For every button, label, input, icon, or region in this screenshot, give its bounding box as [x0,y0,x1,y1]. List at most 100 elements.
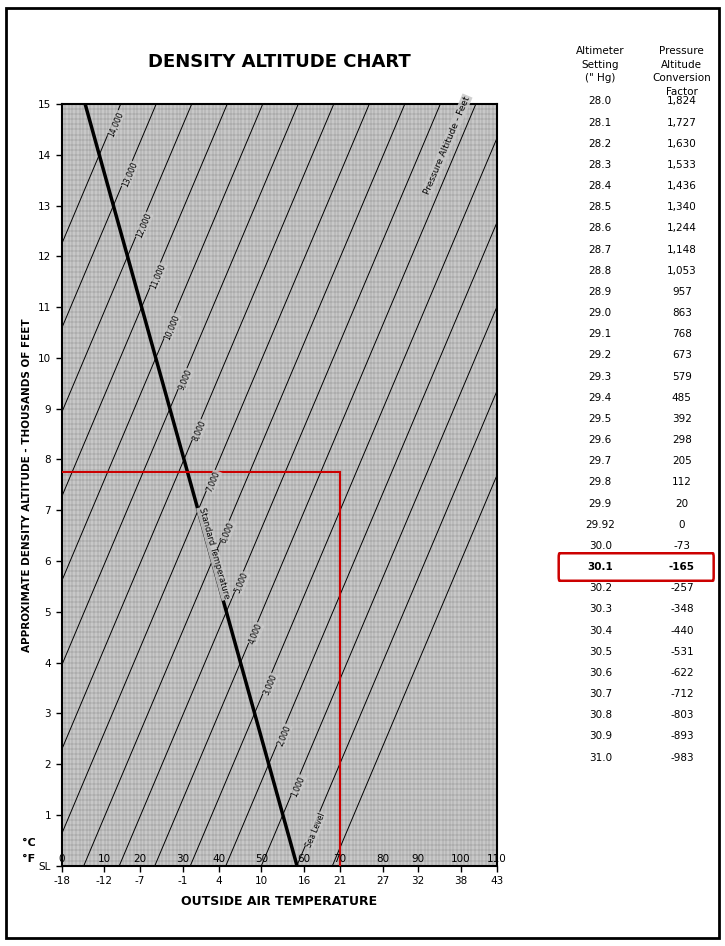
Text: 28.8: 28.8 [589,266,612,275]
Text: 957: 957 [672,287,692,297]
Text: 9,000: 9,000 [177,368,194,392]
Text: 29.0: 29.0 [589,308,612,318]
Text: 20: 20 [133,854,146,864]
Text: 110: 110 [486,854,507,864]
Text: 28.1: 28.1 [589,117,612,128]
Text: 31.0: 31.0 [589,752,612,762]
Text: 80: 80 [376,854,389,864]
Text: 29.5: 29.5 [589,413,612,424]
Text: 29.2: 29.2 [589,350,612,360]
Text: Conversion: Conversion [652,74,711,83]
Text: 2,000: 2,000 [276,724,293,747]
Text: (" Hg): (" Hg) [585,74,616,83]
Text: 30.7: 30.7 [589,689,612,699]
Text: 30.8: 30.8 [589,710,612,720]
Text: 60: 60 [297,854,310,864]
Text: 30.5: 30.5 [589,647,612,657]
Text: Altimeter: Altimeter [576,46,625,57]
Text: 28.5: 28.5 [589,202,612,212]
Text: 3,000: 3,000 [262,673,278,696]
Text: -531: -531 [670,647,694,657]
Text: 0: 0 [59,854,65,864]
Text: 70: 70 [334,854,347,864]
Text: -712: -712 [670,689,694,699]
Text: 20: 20 [675,499,689,509]
Text: 579: 579 [672,372,692,381]
Text: OUTSIDE AIR TEMPERATURE: OUTSIDE AIR TEMPERATURE [181,895,377,908]
Text: 11,000: 11,000 [149,262,167,290]
Text: 6,000: 6,000 [220,520,236,544]
Text: 29.3: 29.3 [589,372,612,381]
Text: 28.6: 28.6 [589,223,612,234]
Text: -257: -257 [670,583,694,593]
Text: 29.7: 29.7 [589,456,612,466]
Text: -893: -893 [670,731,694,742]
Text: 90: 90 [412,854,425,864]
Text: 29.1: 29.1 [589,329,612,340]
Text: Sea Level: Sea Level [304,812,326,849]
Text: 673: 673 [672,350,692,360]
Text: 4,000: 4,000 [248,622,265,645]
Text: 1,533: 1,533 [667,160,697,170]
Text: -622: -622 [670,668,694,678]
Text: 205: 205 [672,456,692,466]
Text: 0: 0 [679,519,685,530]
Text: 30.6: 30.6 [589,668,612,678]
Text: 1,340: 1,340 [667,202,697,212]
Text: 30.1: 30.1 [587,562,613,572]
Text: 10,000: 10,000 [163,313,181,341]
Text: Setting: Setting [581,60,619,70]
Text: -983: -983 [670,752,694,762]
Text: 298: 298 [672,435,692,445]
Text: 112: 112 [672,478,692,487]
Text: 768: 768 [672,329,692,340]
Text: 1,244: 1,244 [667,223,697,234]
Text: 30.0: 30.0 [589,541,612,551]
Text: 28.3: 28.3 [589,160,612,170]
Text: DENSITY ALTITUDE CHART: DENSITY ALTITUDE CHART [148,53,410,71]
Text: 30.4: 30.4 [589,625,612,636]
Text: 50: 50 [254,854,268,864]
Text: 30.3: 30.3 [589,604,612,614]
Text: 12,000: 12,000 [135,212,153,239]
Text: Pressure Altitude - Feet: Pressure Altitude - Feet [422,95,471,196]
Text: 863: 863 [672,308,692,318]
Text: 5,000: 5,000 [233,571,250,595]
Text: 30: 30 [176,854,189,864]
Text: 29.92: 29.92 [585,519,616,530]
Text: Pressure: Pressure [660,46,704,57]
Text: 28.9: 28.9 [589,287,612,297]
Text: -348: -348 [670,604,694,614]
Text: 1,436: 1,436 [667,181,697,191]
Text: 29.4: 29.4 [589,393,612,403]
Text: 28.2: 28.2 [589,139,612,149]
Text: °C: °C [22,838,36,848]
Text: 8,000: 8,000 [191,419,208,443]
Text: 28.0: 28.0 [589,96,612,106]
Text: 392: 392 [672,413,692,424]
Text: 100: 100 [451,854,471,864]
Text: -803: -803 [670,710,694,720]
Text: 28.7: 28.7 [589,244,612,254]
Text: 485: 485 [672,393,692,403]
Text: 29.8: 29.8 [589,478,612,487]
Text: -73: -73 [674,541,690,551]
Text: 10: 10 [98,854,111,864]
Text: 30.9: 30.9 [589,731,612,742]
Text: 1,727: 1,727 [667,117,697,128]
Text: 29.6: 29.6 [589,435,612,445]
Text: Standard Temperature: Standard Temperature [197,507,231,600]
Text: °F: °F [22,854,35,864]
Text: 1,824: 1,824 [667,96,697,106]
Text: Factor: Factor [666,87,697,96]
Text: 29.9: 29.9 [589,499,612,509]
Text: 1,148: 1,148 [667,244,697,254]
Text: 1,630: 1,630 [667,139,697,149]
Text: 1,053: 1,053 [667,266,697,275]
Text: 40: 40 [212,854,225,864]
Text: 13,000: 13,000 [120,161,139,188]
Text: 30.2: 30.2 [589,583,612,593]
Text: 28.4: 28.4 [589,181,612,191]
Text: 1,000: 1,000 [290,775,307,797]
Text: 14,000: 14,000 [107,110,125,138]
